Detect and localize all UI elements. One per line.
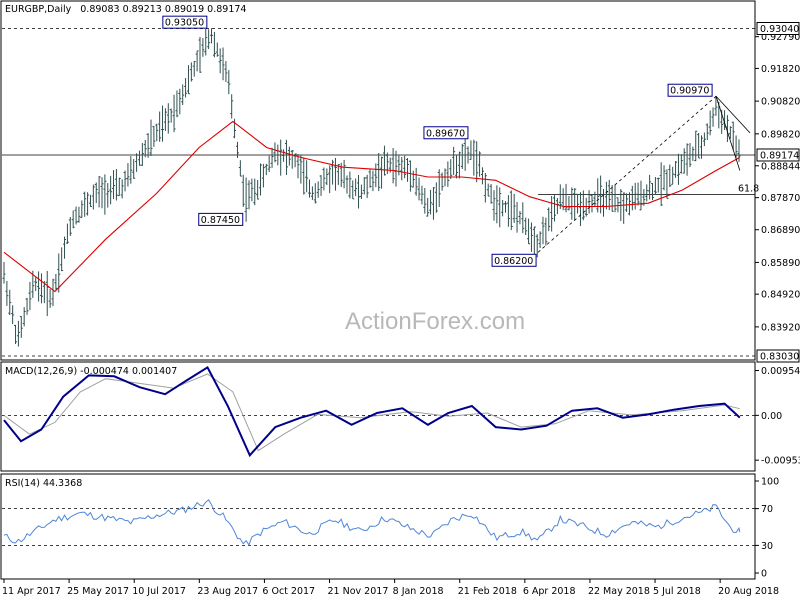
pivot-label-box [423, 126, 469, 140]
x-tick-label: 21 Feb 2018 [458, 586, 517, 597]
price-title-symbol: EURGBP,Daily [5, 4, 72, 15]
marked-level-label: 0.93040 [760, 24, 799, 35]
macd-line [3, 365, 741, 458]
marked-level-box [756, 148, 800, 162]
rsi-y-tick-label: 100 [761, 477, 779, 488]
marked-level-box [756, 349, 800, 363]
rsi-panel-frame [0, 473, 756, 580]
rsi-layer: 100 70 30 0 [2, 477, 779, 580]
watermark: ActionForex.com [345, 308, 525, 335]
trend-line-down-2 [715, 96, 741, 171]
x-tick-label: 6 Oct 2017 [262, 586, 315, 597]
x-tick-label: 8 Jan 2018 [393, 586, 444, 597]
macd-title: MACD(12,26,9) -0.000474 0.001407 [5, 366, 177, 377]
price-title-ohlc: 0.89083 0.89213 0.89019 0.89174 [80, 4, 246, 15]
x-tick-label: 6 Apr 2018 [523, 586, 576, 597]
rsi-title: RSI(14) 44.3368 [5, 478, 82, 489]
pivot-label-box [198, 212, 244, 226]
x-axis: 11 Apr 2017 25 May 2017 10 Jul 2017 23 Aug … [2, 579, 779, 597]
price-title: EURGBP,Daily 0.89083 0.89213 0.89019 0.8… [5, 4, 246, 15]
x-tick-label: 25 May 2017 [67, 586, 129, 597]
price-y-tick-label: 0.84920 [761, 290, 800, 301]
pivot-label-box [491, 253, 537, 267]
rsi-y-tick-label: 70 [761, 504, 773, 515]
pivot-label: 0.89670 [426, 128, 465, 139]
price-y-tick-label: 0.89820 [761, 129, 800, 140]
x-tick-label: 21 Nov 2017 [328, 586, 389, 597]
x-tick-label: 10 Jul 2017 [132, 586, 186, 597]
price-y-tick-label: 0.87870 [761, 193, 800, 204]
price-panel-frame [0, 0, 756, 361]
macd-y-tick-label: 0.00 [761, 411, 782, 422]
macd-y-tick-label: 0.00954 [761, 366, 800, 377]
x-tick-label: 20 Aug 2018 [718, 586, 779, 597]
marked-level-label: 0.83030 [760, 352, 799, 363]
price-y-tick-label: 0.88844 [761, 161, 800, 172]
pivot-label: 0.86200 [494, 256, 533, 267]
price-y-tick-label: 0.86890 [761, 225, 800, 236]
marked-level-label: 0.89174 [760, 150, 799, 161]
pivot-label: 0.90970 [670, 86, 709, 97]
pivot-label: 0.93050 [165, 18, 204, 29]
pivot-label: 0.87450 [201, 215, 240, 226]
x-tick-label: 23 Aug 2017 [197, 586, 258, 597]
x-tick-label: 11 Apr 2017 [2, 586, 61, 597]
macd-panel-frame [0, 361, 756, 472]
macd-y-tick-label: -0.00953 [761, 456, 800, 467]
price-bars [2, 28, 741, 347]
x-tick-label: 5 Jul 2018 [653, 586, 701, 597]
macd-signal-line [3, 373, 740, 452]
pivot-label-box [667, 83, 713, 97]
price-y-tick-label: 0.85890 [761, 258, 800, 269]
macd-layer: 0.00954 0.00 -0.00953 [2, 365, 800, 467]
pivot-label-box [162, 15, 208, 29]
price-y-axis: 0.92790 0.91820 0.90820 0.89820 0.88844 0.878… [755, 22, 800, 363]
price-y-tick-label: 0.92790 [761, 32, 800, 43]
fib-label: 61.8 [738, 183, 759, 194]
channel-line-upper [537, 95, 717, 253]
trend-line-down [715, 95, 751, 134]
price-grid: 61.8 [2, 28, 759, 357]
price-y-tick-label: 0.83920 [761, 322, 800, 333]
x-tick-label: 22 May 2018 [588, 586, 650, 597]
price-y-tick-label: 0.91820 [761, 64, 800, 75]
rsi-line [3, 499, 741, 546]
price-y-tick-label: 0.90820 [761, 97, 800, 108]
price-lines [3, 120, 741, 293]
moving-average-line [3, 120, 741, 293]
rsi-y-tick-label: 30 [761, 541, 773, 552]
rsi-y-tick-label: 0 [761, 569, 767, 580]
marked-level-box [756, 22, 800, 36]
price-annotations: 0.93050 0.87450 0.89670 0.86200 0.90970 [162, 15, 751, 267]
